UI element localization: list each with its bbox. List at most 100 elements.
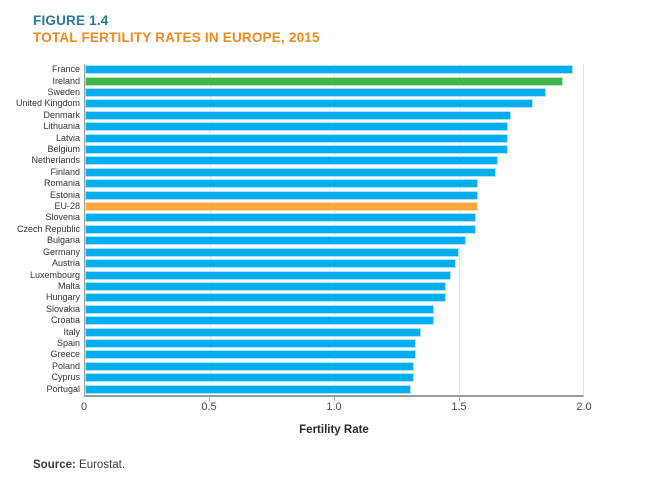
bar-row: EU-28 <box>54 201 583 212</box>
bar-lithuania <box>85 122 509 132</box>
bar-france <box>85 65 574 75</box>
bar-romania <box>85 179 479 189</box>
country-label: Luxembourg <box>29 269 80 280</box>
bar-spain <box>85 338 417 348</box>
country-label: Bulgaria <box>46 235 80 246</box>
country-label: Sweden <box>47 87 80 98</box>
bar-row: Denmark <box>43 110 583 121</box>
x-tick-label: 0 <box>80 401 88 413</box>
x-axis-tickmarks <box>84 397 584 401</box>
country-label: Spain <box>56 337 80 348</box>
x-tick-label: 1.0 <box>326 401 342 413</box>
bar-portugal <box>85 384 412 394</box>
country-label: Cyprus <box>51 372 80 383</box>
bar-row: Luxembourg <box>30 269 583 280</box>
bar-italy <box>85 327 422 337</box>
bar-croatia <box>85 316 434 326</box>
country-label: Denmark <box>43 109 80 120</box>
bar-row: Lithuania <box>43 121 583 132</box>
bar-row: Belgium <box>47 144 583 155</box>
bar-row: Portugal <box>46 383 583 394</box>
bar-row: Latvia <box>56 132 583 143</box>
bar-row: Greece <box>50 349 583 360</box>
bar-row: Finland <box>50 167 583 178</box>
x-tick-mark <box>209 397 210 401</box>
bar-row: Bulgaria <box>47 235 583 246</box>
country-label: EU-28 <box>54 201 80 212</box>
bar-row: Poland <box>52 361 583 372</box>
bar-row: Czech Republic <box>17 224 583 235</box>
bar-row: Germany <box>43 247 583 258</box>
country-label: Greece <box>50 349 80 360</box>
bar-estonia <box>85 190 479 200</box>
bar-row: Slovenia <box>45 212 583 223</box>
country-label: France <box>51 64 80 75</box>
x-axis-tick-labels: 0 0.5 1.0 1.5 2.0 <box>80 401 592 415</box>
bar-latvia <box>85 133 509 143</box>
bar-row: Croatia <box>51 315 583 326</box>
bar-netherlands <box>85 156 499 166</box>
bar-row: Ireland <box>52 75 583 86</box>
country-label: Germany <box>42 246 80 257</box>
bar-row: Sweden <box>47 87 583 98</box>
x-tick-mark <box>334 397 335 401</box>
x-tick-mark <box>459 397 460 401</box>
country-label: Ireland <box>52 75 80 86</box>
bar-row: Cyprus <box>51 372 583 383</box>
country-label: Croatia <box>50 315 80 326</box>
bar-slovakia <box>85 304 434 314</box>
bar-row: Slovakia <box>46 304 583 315</box>
bar-eu-28 <box>85 202 479 212</box>
bar-row: Italy <box>63 326 583 337</box>
bar-austria <box>85 259 456 269</box>
bar-row: Austria <box>52 258 583 269</box>
country-label: Poland <box>51 360 80 371</box>
x-tick-label: 1.5 <box>451 401 467 413</box>
country-label: Finland <box>50 166 80 177</box>
source-label: Source: <box>33 459 76 471</box>
x-tick-label: 2.0 <box>576 401 592 413</box>
country-label: Belgium <box>47 144 80 155</box>
bar-sweden <box>85 88 546 98</box>
country-label: Czech Republic <box>16 223 80 234</box>
bar-row: Hungary <box>46 292 583 303</box>
bar-row: Romania <box>44 178 583 189</box>
source-note: Source: Eurostat. <box>33 459 125 471</box>
country-label: Austria <box>51 258 80 269</box>
bar-germany <box>85 247 459 257</box>
bar-malta <box>85 281 447 291</box>
bar-poland <box>85 361 414 371</box>
x-axis-title: Fertility Rate <box>299 424 369 436</box>
bar-united-kingdom <box>85 99 534 109</box>
bar-finland <box>85 167 496 177</box>
bar-czech-republic <box>85 224 476 234</box>
country-label: Lithuania <box>43 121 80 132</box>
country-label: Netherlands <box>31 155 80 166</box>
plot-area: France Ireland Sweden United Kingdom Denmark… <box>16 64 584 397</box>
bar-row: Netherlands <box>31 155 583 166</box>
country-label: Latvia <box>55 132 80 143</box>
x-tick-label: 0.5 <box>201 401 217 413</box>
country-label: Estonia <box>49 189 80 200</box>
bar-row: Estonia <box>50 189 583 200</box>
chart-title: TOTAL FERTILITY RATES IN EUROPE, 2015 <box>33 30 320 45</box>
bar-slovenia <box>85 213 476 223</box>
bar-row: Spain <box>57 338 583 349</box>
country-label: Portugal <box>46 383 80 394</box>
bar-rows: France Ireland Sweden United Kingdom Denmark… <box>16 64 583 395</box>
bar-row: Malta <box>58 281 583 292</box>
country-label: Italy <box>63 326 80 337</box>
bar-row: France <box>52 64 583 75</box>
country-label: United Kingdom <box>15 98 80 109</box>
country-label: Slovakia <box>45 303 80 314</box>
bar-greece <box>85 350 417 360</box>
country-label: Hungary <box>45 292 80 303</box>
bar-cyprus <box>85 373 414 383</box>
bar-row: United Kingdom <box>16 98 583 109</box>
country-label: Malta <box>57 280 80 291</box>
country-label: Romania <box>43 178 80 189</box>
bar-bulgaria <box>85 236 466 246</box>
bar-ireland <box>85 76 564 86</box>
bar-belgium <box>85 145 509 155</box>
